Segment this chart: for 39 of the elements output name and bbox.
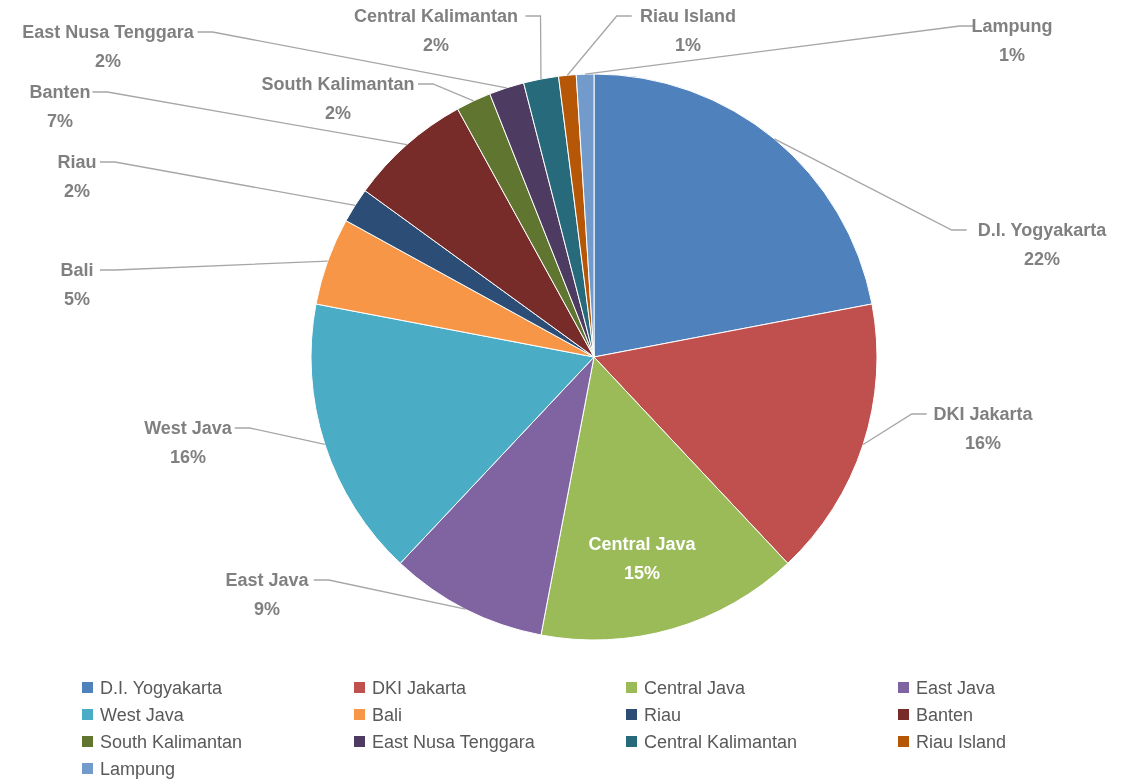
data-label: 1% (674, 35, 702, 55)
slice-label: DKI Jakarta (933, 404, 1034, 424)
data-label: 2% (63, 181, 91, 201)
slice-label: East Java (225, 570, 310, 590)
slice-label: East Nusa Tenggara (22, 22, 195, 42)
data-label: 7% (46, 111, 74, 131)
slice-label: Central Kalimantan (353, 6, 519, 26)
legend-label: Riau Island (916, 732, 1007, 753)
slice-label: Banten (29, 82, 91, 102)
legend-label: Central Kalimantan (644, 732, 798, 753)
legend-label: East Nusa Tenggara (372, 732, 536, 753)
legend-label: South Kalimantan (100, 732, 243, 753)
slice-label: Central Java (588, 534, 697, 554)
legend-label: East Java (916, 678, 997, 699)
data-label: 9% (253, 599, 281, 619)
slice-label: South Kalimantan (261, 74, 415, 94)
legend-label: Banten (916, 705, 974, 726)
data-label: 15% (623, 563, 661, 583)
legend-label: DKI Jakarta (372, 678, 468, 699)
slice-label: Riau Island (639, 6, 737, 26)
data-label: 22% (1023, 249, 1061, 269)
data-label: 2% (324, 103, 352, 123)
legend-label: West Java (100, 705, 185, 726)
legend-label: Central Java (644, 678, 747, 699)
data-label: 1% (998, 45, 1026, 65)
slice-label: Bali (60, 260, 94, 280)
data-label: 2% (422, 35, 450, 55)
data-label: 2% (94, 51, 122, 71)
data-label: 16% (169, 447, 207, 467)
slice-label: D.I. Yogyakarta (977, 220, 1108, 240)
slice-label: West Java (144, 418, 233, 438)
legend-label: Riau (644, 705, 682, 726)
slice-label: Lampung (971, 16, 1053, 36)
data-label: 16% (964, 433, 1002, 453)
data-label: 5% (63, 289, 91, 309)
legend-label: Bali (372, 705, 403, 726)
legend-label: D.I. Yogyakarta (100, 678, 224, 699)
slice-label: Riau (57, 152, 97, 172)
legend-label: Lampung (100, 759, 176, 780)
